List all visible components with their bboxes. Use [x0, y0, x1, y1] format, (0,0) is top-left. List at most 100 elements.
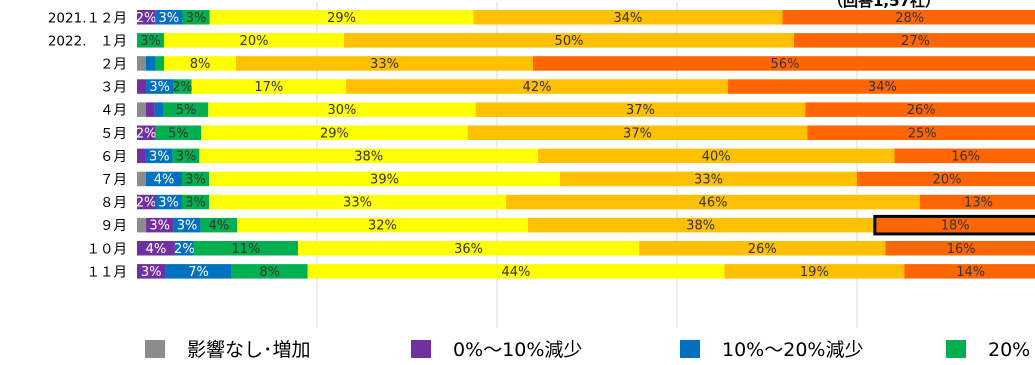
data-label: 3% [158, 196, 179, 211]
legend-swatch [145, 340, 165, 358]
bar-segment [885, 241, 1035, 256]
bar-segment [208, 102, 476, 117]
bar-segment [137, 264, 166, 279]
data-label: 16% [951, 149, 980, 164]
bar-segment [137, 194, 155, 210]
bar-segment [537, 148, 895, 164]
bar-segment [165, 264, 232, 279]
legend-label: 10%～20%減少 [722, 339, 863, 361]
data-label: 3% [177, 219, 198, 234]
bar-segment [182, 194, 209, 210]
data-label: 5% [176, 103, 197, 118]
data-label: 19% [800, 265, 829, 280]
data-label: 2% [136, 11, 157, 26]
grid-layer [316, 2, 858, 328]
data-label: 3% [159, 11, 180, 26]
data-label: 3% [141, 265, 162, 280]
data-label: 8% [259, 265, 280, 280]
data-label: 4% [209, 219, 230, 234]
bar-segment [475, 102, 806, 117]
bar-segment [137, 10, 156, 25]
bar-segment [182, 171, 209, 187]
bar-segment [201, 125, 468, 140]
data-label: 8% [190, 57, 211, 72]
legend-label: 20% [988, 339, 1030, 361]
data-label: 29% [327, 11, 356, 26]
data-label: 25% [908, 126, 937, 141]
category-label: ３月 [100, 80, 127, 96]
legend: 影響なし･増加 0%～10%減少 10%～20%減少 20% [145, 339, 1030, 361]
data-label: 39% [370, 172, 399, 187]
category-label: ４月 [100, 103, 127, 119]
bar-segment [155, 56, 164, 71]
data-label: 34% [868, 80, 897, 95]
bar-segment [164, 33, 344, 48]
data-label: 40% [702, 149, 731, 164]
data-label: 3% [185, 196, 206, 211]
bar-segment [137, 217, 147, 233]
data-label: 28% [895, 11, 924, 26]
category-label: ８月 [100, 195, 127, 211]
data-label: 38% [686, 219, 715, 234]
bar-segment [805, 102, 1035, 117]
bar-segment [467, 125, 808, 140]
bar-segment [209, 194, 506, 210]
bar-segment [727, 79, 1035, 94]
category-label: ５月 [100, 126, 127, 142]
bar-segment [137, 33, 164, 48]
data-label: 3% [149, 80, 170, 95]
bar-segment [145, 148, 173, 164]
highlight-box [873, 214, 1035, 236]
legend-label: 0%～10%減少 [453, 339, 582, 361]
data-label: 5% [168, 126, 189, 141]
data-label: 46% [699, 196, 728, 211]
bar-segment [298, 241, 640, 256]
data-label: 56% [771, 57, 800, 72]
data-label: 4% [146, 242, 167, 257]
data-label: 7% [188, 265, 209, 280]
bar-segment [137, 56, 146, 71]
data-label: 36% [454, 242, 483, 257]
bar-segment [146, 56, 155, 71]
data-label: 3% [186, 11, 207, 26]
bar-segment [173, 217, 201, 233]
data-label: 3% [140, 34, 161, 49]
bar-segment [236, 56, 533, 71]
category-label: 2021.１２月 [48, 10, 127, 26]
data-label: 42% [523, 80, 552, 95]
data-label: 30% [327, 103, 356, 118]
bar-segment [173, 79, 192, 94]
bar-segment [506, 194, 920, 210]
bar-segment [146, 79, 174, 94]
bar-segment [174, 241, 194, 256]
data-label: 29% [320, 126, 349, 141]
data-label: 20% [240, 34, 269, 49]
bar-segment [237, 217, 528, 233]
bar-segment [155, 10, 183, 25]
data-label: 3% [149, 219, 170, 234]
data-label: 38% [354, 149, 383, 164]
bar-segment [344, 33, 794, 48]
bar-segment [137, 241, 175, 256]
category-label: １０月 [87, 241, 128, 257]
bar-segment [920, 194, 1035, 210]
bar-segment [473, 10, 783, 25]
data-label: 2% [136, 126, 157, 141]
category-label: ７月 [100, 172, 127, 188]
category-label: ２月 [100, 56, 127, 72]
bar-segment [146, 171, 182, 187]
bar-segment [199, 148, 538, 164]
bar-segment [154, 102, 164, 117]
bar-segment [527, 217, 874, 233]
bar-segment [137, 102, 146, 117]
data-label: 16% [947, 242, 976, 257]
data-label: 32% [368, 219, 397, 234]
data-label: 4% [154, 172, 175, 187]
data-label: 18% [941, 219, 970, 234]
bar-segment [346, 79, 728, 94]
category-label: 2022. １月 [48, 33, 127, 49]
data-label: 14% [956, 265, 985, 280]
data-label: 33% [343, 196, 372, 211]
bar-segment [200, 217, 237, 233]
